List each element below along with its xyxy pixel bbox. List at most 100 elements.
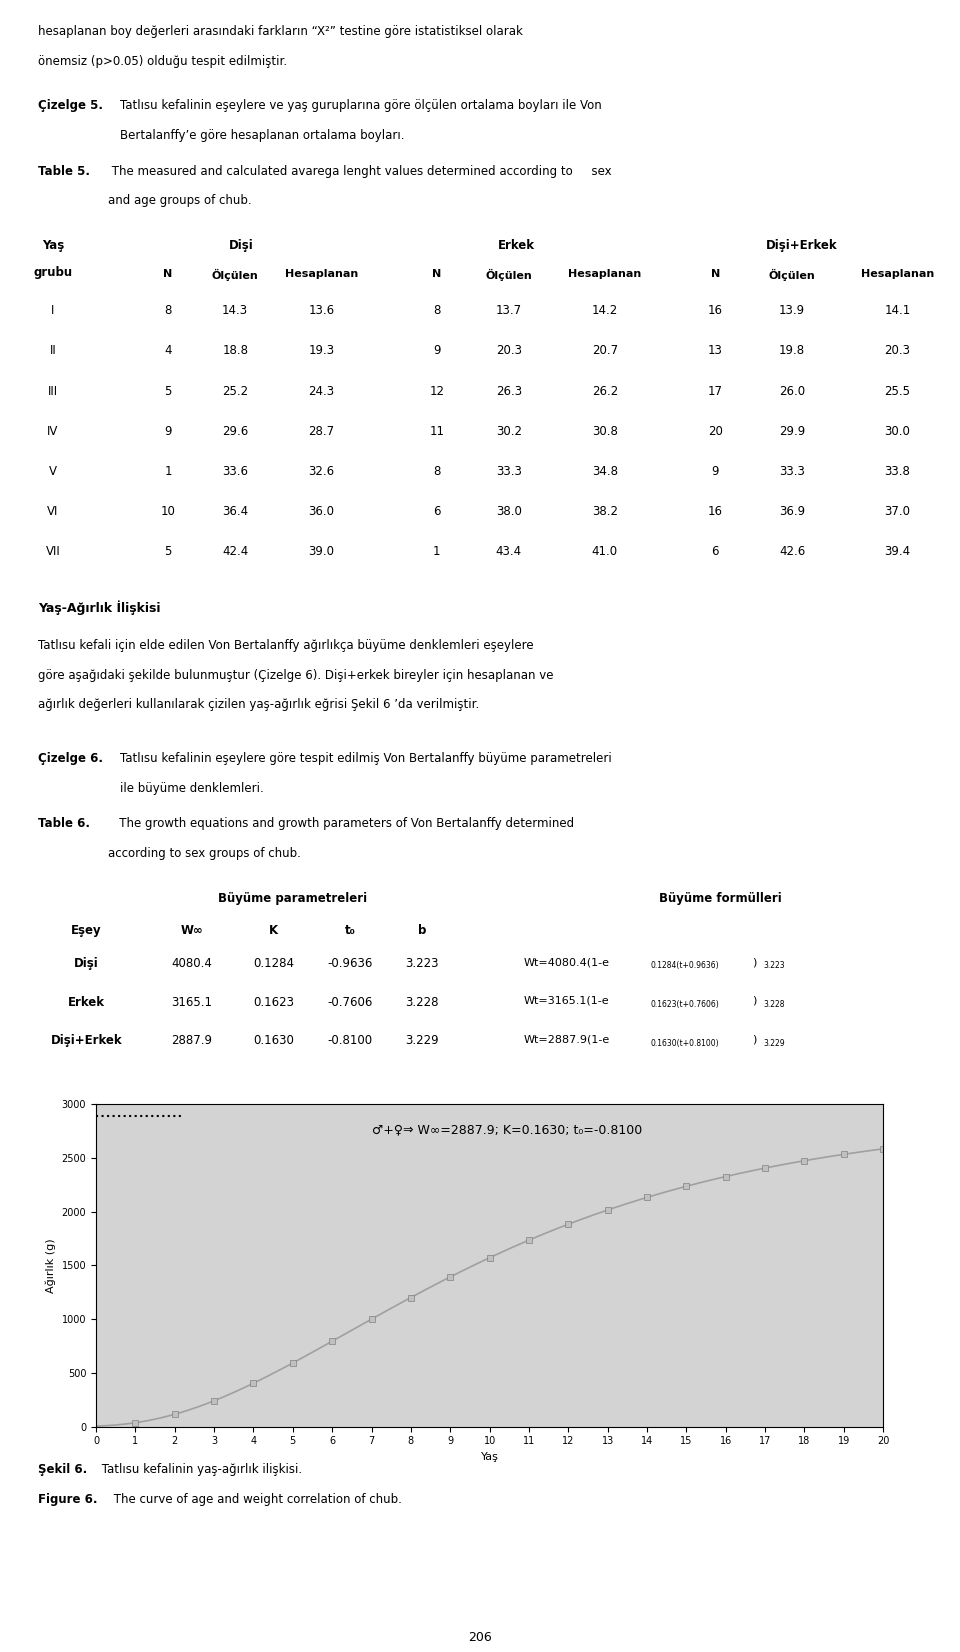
Text: 33.3: 33.3 — [780, 464, 804, 477]
Text: 16: 16 — [708, 506, 723, 519]
Text: 20.3: 20.3 — [884, 345, 911, 357]
Text: V: V — [49, 464, 57, 477]
Text: 25.5: 25.5 — [884, 385, 911, 398]
Text: önemsiz (p>0.05) olduğu tespit edilmiştir.: önemsiz (p>0.05) olduğu tespit edilmişti… — [38, 55, 288, 68]
Text: 5: 5 — [164, 385, 172, 398]
Text: 42.6: 42.6 — [779, 545, 805, 558]
Text: Şekil 6.: Şekil 6. — [38, 1462, 87, 1475]
Text: 13.9: 13.9 — [779, 304, 805, 317]
Text: ♂+♀⇒ W∞=2887.9; K=0.1630; t₀=-0.8100: ♂+♀⇒ W∞=2887.9; K=0.1630; t₀=-0.8100 — [372, 1123, 642, 1137]
Text: Dişi: Dişi — [74, 957, 99, 970]
Text: 34.8: 34.8 — [591, 464, 618, 477]
Text: hesaplanan boy değerleri arasındaki farkların “X²” testine göre istatistiksel ol: hesaplanan boy değerleri arasındaki fark… — [38, 25, 523, 38]
Text: 9: 9 — [433, 345, 441, 357]
Text: ): ) — [752, 1034, 756, 1044]
Text: 0.1284: 0.1284 — [253, 957, 294, 970]
Text: 10: 10 — [160, 506, 176, 519]
Text: 20.3: 20.3 — [495, 345, 522, 357]
Text: Tatlısu kefalinin eşeylere ve yaş guruplarına göre ölçülen ortalama boyları ile : Tatlısu kefalinin eşeylere ve yaş gurupl… — [120, 99, 602, 112]
Text: 206: 206 — [468, 1631, 492, 1644]
Text: 33.6: 33.6 — [222, 464, 249, 477]
Text: 8: 8 — [433, 464, 441, 477]
Text: 13: 13 — [708, 345, 723, 357]
Text: Dişi+Erkek: Dişi+Erkek — [51, 1034, 122, 1047]
Text: 0.1623: 0.1623 — [253, 996, 294, 1009]
Text: 37.0: 37.0 — [884, 506, 911, 519]
Text: 1: 1 — [164, 464, 172, 477]
Text: ): ) — [752, 996, 756, 1006]
Text: 36.0: 36.0 — [308, 506, 335, 519]
Text: grubu: grubu — [34, 266, 72, 279]
Text: 39.4: 39.4 — [884, 545, 911, 558]
Text: according to sex groups of chub.: according to sex groups of chub. — [108, 847, 300, 861]
Text: 14.2: 14.2 — [591, 304, 618, 317]
Text: 3.229: 3.229 — [405, 1034, 440, 1047]
Text: Eşey: Eşey — [71, 923, 102, 937]
Text: 0.1630(t+0.8100): 0.1630(t+0.8100) — [651, 1039, 719, 1047]
Text: 6: 6 — [433, 506, 441, 519]
Text: Ölçülen: Ölçülen — [486, 269, 532, 281]
Text: 2887.9: 2887.9 — [172, 1034, 212, 1047]
Text: 0.1630: 0.1630 — [253, 1034, 294, 1047]
Text: Çizelge 6.: Çizelge 6. — [38, 752, 104, 765]
Text: 4080.4: 4080.4 — [172, 957, 212, 970]
Text: 13.7: 13.7 — [495, 304, 522, 317]
Text: Hesaplanan: Hesaplanan — [568, 269, 641, 279]
Text: 5: 5 — [164, 545, 172, 558]
Text: Wt=3165.1(1-e: Wt=3165.1(1-e — [523, 996, 609, 1006]
Text: 19.3: 19.3 — [308, 345, 335, 357]
Text: The growth equations and growth parameters of Von Bertalanffy determined: The growth equations and growth paramete… — [108, 818, 574, 831]
Text: 3.228: 3.228 — [406, 996, 439, 1009]
Text: 24.3: 24.3 — [308, 385, 335, 398]
Text: VI: VI — [47, 506, 59, 519]
Text: 33.8: 33.8 — [885, 464, 910, 477]
Text: 20.7: 20.7 — [591, 345, 618, 357]
Text: t₀: t₀ — [345, 923, 356, 937]
Text: 26.3: 26.3 — [495, 385, 522, 398]
Text: 14.1: 14.1 — [884, 304, 911, 317]
Text: Hesaplanan: Hesaplanan — [285, 269, 358, 279]
Text: -0.8100: -0.8100 — [327, 1034, 373, 1047]
Text: 42.4: 42.4 — [222, 545, 249, 558]
Text: 38.2: 38.2 — [591, 506, 618, 519]
Text: Tatlısu kefalinin eşeylere göre tespit edilmiş Von Bertalanffy büyüme parametrel: Tatlısu kefalinin eşeylere göre tespit e… — [120, 752, 612, 765]
Text: 0.1623(t+0.7606): 0.1623(t+0.7606) — [651, 999, 720, 1009]
Y-axis label: Ağırlık (g): Ağırlık (g) — [45, 1237, 56, 1294]
Text: K: K — [269, 923, 278, 937]
Text: 41.0: 41.0 — [591, 545, 618, 558]
Text: ): ) — [752, 957, 756, 966]
Text: W∞: W∞ — [180, 923, 204, 937]
Text: Wt=4080.4(1-e: Wt=4080.4(1-e — [523, 957, 610, 966]
Text: 11: 11 — [429, 425, 444, 438]
Text: ile büyüme denklemleri.: ile büyüme denklemleri. — [120, 781, 264, 795]
X-axis label: Yaş: Yaş — [481, 1452, 498, 1462]
Text: 13.6: 13.6 — [308, 304, 335, 317]
Text: 25.2: 25.2 — [222, 385, 249, 398]
Text: N: N — [432, 269, 442, 279]
Text: Figure 6.: Figure 6. — [38, 1492, 98, 1505]
Text: Yaş-Ağırlık İlişkisi: Yaş-Ağırlık İlişkisi — [38, 600, 161, 615]
Text: Çizelge 5.: Çizelge 5. — [38, 99, 104, 112]
Text: 14.3: 14.3 — [222, 304, 249, 317]
Text: N: N — [163, 269, 173, 279]
Text: 43.4: 43.4 — [495, 545, 522, 558]
Text: 30.8: 30.8 — [592, 425, 617, 438]
Text: 29.6: 29.6 — [222, 425, 249, 438]
Text: The curve of age and weight correlation of chub.: The curve of age and weight correlation … — [110, 1492, 402, 1505]
Text: Dişi: Dişi — [229, 240, 254, 251]
Text: Büyüme parametreleri: Büyüme parametreleri — [218, 892, 368, 905]
Text: 26.0: 26.0 — [779, 385, 805, 398]
Text: Ölçülen: Ölçülen — [212, 269, 258, 281]
Text: 8: 8 — [164, 304, 172, 317]
Text: 30.0: 30.0 — [885, 425, 910, 438]
Text: 0.1284(t+0.9636): 0.1284(t+0.9636) — [651, 961, 719, 970]
Text: Tatlısu kefali için elde edilen Von Bertalanffy ağırlıkça büyüme denklemleri eşe: Tatlısu kefali için elde edilen Von Bert… — [38, 639, 534, 653]
Text: Bertalanffy’e göre hesaplanan ortalama boyları.: Bertalanffy’e göre hesaplanan ortalama b… — [120, 129, 404, 142]
Text: Table 5.: Table 5. — [38, 165, 90, 177]
Text: göre aşağıdaki şekilde bulunmuştur (Çizelge 6). Dişi+erkek bireyler için hesapla: göre aşağıdaki şekilde bulunmuştur (Çize… — [38, 669, 554, 682]
Text: 17: 17 — [708, 385, 723, 398]
Text: and age groups of chub.: and age groups of chub. — [108, 195, 252, 206]
Text: 8: 8 — [433, 304, 441, 317]
Text: 28.7: 28.7 — [308, 425, 335, 438]
Text: 18.8: 18.8 — [222, 345, 249, 357]
